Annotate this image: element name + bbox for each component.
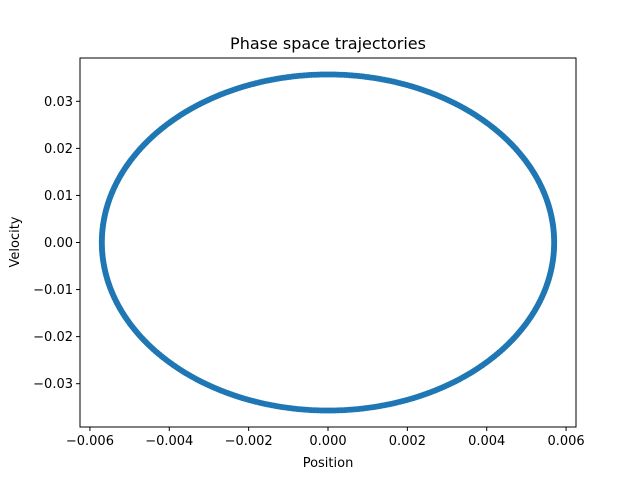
x-tick-label: −0.004 [145, 434, 193, 449]
y-tick-label: −0.02 [33, 330, 73, 345]
y-axis-label: Velocity [8, 216, 23, 267]
x-tick-label: 0.004 [468, 434, 505, 449]
y-axis-ticks: −0.03 −0.02 −0.01 0.00 0.01 0.02 0.03 [33, 95, 80, 392]
y-tick-label: 0.00 [44, 236, 73, 251]
x-axis-label: Position [303, 456, 354, 471]
y-tick-label: −0.03 [33, 377, 73, 392]
x-tick-label: 0.000 [309, 434, 346, 449]
x-tick-label: 0.006 [547, 434, 584, 449]
y-tick-label: −0.01 [33, 283, 73, 298]
y-tick-label: 0.03 [44, 95, 73, 110]
x-tick-label: −0.002 [225, 434, 273, 449]
y-tick-label: 0.02 [44, 142, 73, 157]
y-tick-label: 0.01 [44, 189, 73, 204]
data-point [551, 241, 558, 248]
x-tick-label: −0.006 [66, 434, 114, 449]
x-axis-ticks: −0.006 −0.004 −0.002 0.000 0.002 0.004 0.006 [66, 427, 585, 449]
series-layer [98, 71, 558, 414]
plot-frame [79, 57, 577, 428]
chart-title: Phase space trajectories [230, 34, 426, 53]
x-tick-label: 0.002 [389, 434, 426, 449]
